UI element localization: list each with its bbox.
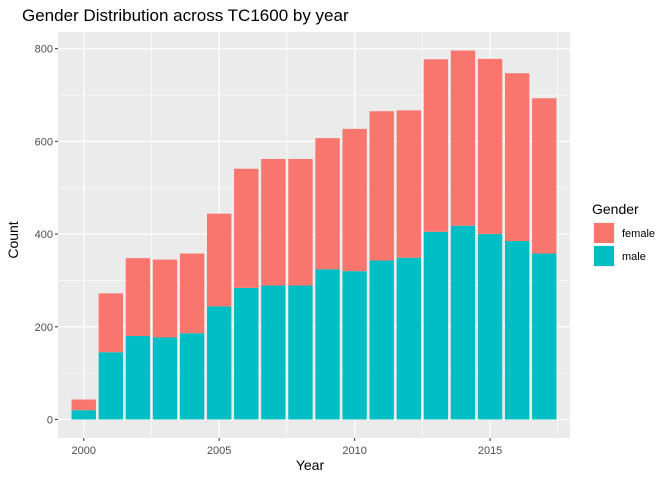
bar-male-2003 — [152, 337, 178, 420]
bar-female-2012 — [396, 110, 422, 258]
bar-male-2017 — [532, 253, 557, 420]
x-tick-label: 2010 — [342, 445, 366, 457]
y-tick-label: 0 — [47, 414, 53, 426]
bar-male-2016 — [504, 241, 530, 420]
bar-male-2011 — [369, 260, 394, 420]
bar-female-2000 — [71, 399, 96, 411]
x-tick-label: 2005 — [207, 445, 231, 457]
bar-female-2009 — [315, 138, 340, 270]
legend-title: Gender — [592, 201, 639, 217]
bar-male-2007 — [261, 285, 286, 420]
bar-male-2004 — [179, 333, 205, 420]
bar-female-2015 — [477, 58, 503, 235]
bar-female-2001 — [98, 293, 124, 353]
y-tick-label: 400 — [35, 229, 53, 241]
bar-female-2014 — [450, 50, 476, 226]
bar-male-2013 — [423, 231, 449, 420]
bar-male-2006 — [234, 287, 259, 420]
bar-female-2006 — [234, 168, 259, 288]
x-tick-label: 2015 — [478, 445, 502, 457]
y-tick-label: 200 — [35, 322, 53, 334]
x-tick-label: 2000 — [71, 445, 95, 457]
bar-male-2012 — [396, 257, 422, 420]
bar-female-2017 — [532, 98, 557, 254]
legend: Gender female male — [592, 201, 655, 267]
bar-female-2002 — [125, 258, 151, 337]
bar-female-2010 — [342, 128, 367, 272]
bar-female-2008 — [288, 158, 313, 286]
bar-male-2014 — [450, 225, 476, 420]
y-tick-label: 600 — [35, 136, 53, 148]
bar-female-2011 — [369, 111, 394, 261]
bar-male-2002 — [125, 336, 151, 420]
bar-female-2016 — [504, 73, 530, 242]
bar-female-2003 — [152, 259, 178, 338]
bar-female-2013 — [423, 59, 449, 232]
bar-female-2005 — [206, 213, 232, 307]
bars — [71, 50, 557, 420]
y-axis: 0 200 400 600 800 — [35, 44, 58, 426]
chart-title: Gender Distribution across TC1600 by yea… — [22, 6, 349, 25]
bar-male-2000 — [71, 410, 96, 420]
legend-swatch-male — [594, 246, 614, 266]
bar-male-2008 — [288, 285, 313, 420]
bar-male-2010 — [342, 271, 367, 420]
y-tick-label: 800 — [35, 44, 53, 56]
legend-swatch-female — [594, 223, 614, 243]
legend-label-male: male — [622, 251, 646, 263]
y-axis-title: Count — [5, 221, 21, 258]
bar-male-2009 — [315, 269, 340, 420]
x-axis: 2000 2005 2010 2015 — [71, 438, 502, 457]
bar-female-2007 — [261, 158, 286, 286]
legend-label-female: female — [622, 228, 655, 240]
bar-male-2015 — [477, 234, 503, 420]
bar-male-2005 — [206, 306, 232, 420]
x-axis-title: Year — [296, 457, 325, 473]
bar-male-2001 — [98, 352, 124, 420]
bar-female-2004 — [179, 253, 205, 334]
